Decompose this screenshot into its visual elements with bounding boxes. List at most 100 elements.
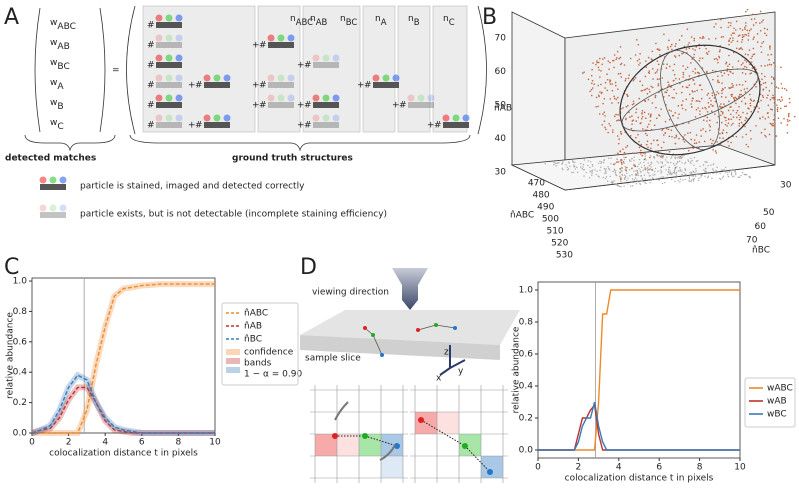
x-tick-label: 6 — [656, 463, 662, 473]
scatter-dot — [773, 78, 775, 81]
scatter-dot — [643, 99, 646, 102]
shadow-dot — [692, 178, 694, 181]
scatter-dot — [622, 153, 624, 156]
scatter-dot — [721, 112, 724, 115]
legend-band — [226, 349, 240, 355]
z-tick-label: 50 — [495, 101, 507, 111]
scatter-dot — [698, 100, 701, 103]
shadow-dot — [684, 178, 686, 181]
shadow-dot — [705, 171, 708, 173]
icon-dot — [175, 54, 183, 62]
scatter-dot — [731, 95, 733, 98]
scatter-dot — [687, 44, 689, 46]
scatter-dot — [732, 32, 734, 34]
scatter-dot — [767, 112, 769, 114]
shadow-dot — [556, 162, 559, 164]
scatter-dot — [690, 106, 693, 108]
shadow-dot — [671, 178, 673, 181]
scatter-dot — [607, 60, 610, 62]
shadow-dot — [697, 173, 699, 175]
shadow-dot — [689, 161, 692, 163]
scatter-dot — [783, 117, 785, 120]
shadow-dot — [590, 170, 592, 172]
y-tick-label: 0.8 — [519, 318, 534, 328]
scatter-dot — [729, 24, 732, 27]
y-tick-label: 0.6 — [13, 337, 28, 347]
shadow-dot — [675, 163, 678, 165]
scatter-dot — [684, 108, 687, 111]
scatter-dot — [692, 48, 694, 50]
shadow-dot — [667, 168, 670, 171]
shadow-dot — [633, 159, 635, 162]
scatter-dot — [698, 141, 701, 143]
shadow-dot — [682, 155, 684, 157]
scatter-dot — [772, 124, 775, 127]
shadow-dot — [624, 176, 626, 179]
shadow-dot — [653, 157, 656, 159]
shadow-dot — [603, 167, 606, 170]
shadow-dot — [690, 162, 692, 165]
scatter-dot — [774, 65, 777, 67]
shadow-dot — [636, 179, 638, 181]
matrix-entry: wABC — [50, 18, 76, 32]
particle-icon — [203, 74, 231, 88]
scatter-dot — [641, 89, 644, 92]
z-tick-label: 60 — [495, 67, 507, 77]
scatter-dot — [774, 96, 776, 99]
legend-frame — [221, 302, 299, 386]
scatter-dot — [623, 64, 626, 66]
series-line — [538, 401, 740, 451]
scatter-dot — [656, 139, 658, 142]
shadow-dot — [669, 173, 671, 175]
scatter-dot — [646, 134, 648, 137]
scatter-dot — [764, 65, 766, 67]
scatter-dot — [658, 114, 660, 116]
shadow-dot — [569, 165, 571, 167]
shadow-dot — [669, 161, 672, 164]
scatter-dot — [602, 102, 604, 105]
scatter-dot — [738, 125, 740, 127]
scatter-dot — [725, 119, 727, 122]
shadow-dot — [684, 168, 686, 170]
scatter-dot — [720, 110, 723, 113]
column-header-sub: B — [414, 17, 420, 27]
scatter-dot — [668, 118, 671, 121]
scatter-dot — [780, 66, 782, 69]
scatter-dot — [624, 79, 627, 82]
shadow-dot — [643, 174, 646, 176]
coord-axes — [439, 345, 466, 376]
scatter-dot — [788, 119, 791, 122]
scatter-dot — [714, 100, 717, 103]
scatter-dot — [703, 37, 705, 39]
scatter-dot — [664, 120, 667, 123]
scatter-dot — [692, 78, 694, 81]
scatter-dot — [641, 115, 644, 118]
scatter-dot — [631, 152, 634, 154]
scatter-dot — [714, 150, 717, 152]
scatter-dot — [595, 63, 597, 66]
scatter-dot — [706, 70, 708, 73]
shadow-dot — [740, 174, 742, 177]
scatter-dot — [605, 128, 607, 131]
scatter-dot — [712, 78, 714, 81]
scatter-dot — [611, 83, 613, 85]
y-tick-label: 50 — [763, 208, 775, 218]
scatter-dot — [713, 26, 715, 28]
scatter-dot — [682, 76, 684, 78]
scatter-dot — [681, 52, 683, 55]
icon-dot — [49, 204, 57, 212]
x-tick-label: 8 — [697, 463, 703, 473]
shadow-dot — [654, 178, 656, 181]
scatter-dot — [667, 48, 669, 50]
shadow-dot — [637, 174, 639, 177]
scatter-dot — [626, 166, 628, 169]
shadow-dot — [683, 172, 685, 174]
scatter-dot — [624, 77, 627, 80]
shadow-dot — [647, 166, 649, 169]
shadow-dot — [703, 169, 705, 171]
scatter-dot — [722, 129, 725, 131]
shadow-dot — [600, 161, 603, 163]
icon-dot — [312, 54, 320, 62]
pixel-grids — [310, 385, 508, 483]
scatter-dot — [593, 83, 595, 86]
